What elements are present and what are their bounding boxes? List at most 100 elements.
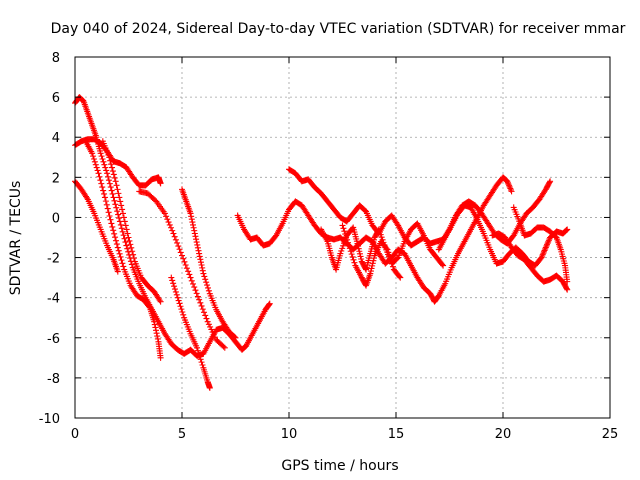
data-point xyxy=(102,164,109,171)
data-point xyxy=(105,209,112,216)
data-point xyxy=(169,227,176,234)
x-axis-ticks: 0 5 10 15 20 25 xyxy=(71,57,618,442)
data-point xyxy=(377,231,384,238)
data-point xyxy=(538,254,545,261)
data-point xyxy=(370,257,377,264)
data-point xyxy=(207,323,214,330)
data-point xyxy=(131,255,138,262)
data-point xyxy=(181,258,188,265)
data-point xyxy=(508,188,515,195)
data-point xyxy=(156,297,163,304)
data-point xyxy=(113,182,120,189)
data-point xyxy=(188,213,195,220)
data-point xyxy=(94,167,101,174)
data-point xyxy=(376,229,383,236)
data-point xyxy=(183,265,190,272)
data-point xyxy=(354,240,361,247)
data-point xyxy=(117,221,124,228)
data-point xyxy=(124,245,131,252)
plot-border xyxy=(74,56,611,419)
data-point xyxy=(122,222,129,229)
data-point xyxy=(119,210,126,217)
data-point xyxy=(92,161,99,168)
data-point xyxy=(196,253,203,260)
data-point xyxy=(193,290,200,297)
y-tick-label: -10 xyxy=(39,412,60,427)
data-point xyxy=(197,356,204,363)
data-point xyxy=(165,219,172,226)
plot-frame xyxy=(74,56,611,419)
data-point xyxy=(193,236,200,243)
data-point xyxy=(562,227,569,234)
data-point xyxy=(196,250,203,257)
data-point xyxy=(179,252,185,259)
x-tick-label: 10 xyxy=(281,427,298,442)
data-point xyxy=(193,344,200,351)
data-point xyxy=(266,301,273,308)
data-point xyxy=(113,204,120,211)
data-point xyxy=(346,245,353,252)
data-point xyxy=(358,255,365,262)
data-point xyxy=(171,286,178,293)
data-point xyxy=(177,249,184,256)
data-point xyxy=(145,303,152,310)
data-point xyxy=(106,213,113,220)
data-point xyxy=(394,221,401,228)
data-point xyxy=(114,186,121,193)
data-point xyxy=(163,213,170,220)
data-point xyxy=(175,297,182,304)
data-point xyxy=(118,202,125,209)
data-point xyxy=(195,350,202,357)
data-point xyxy=(543,243,550,250)
data-point xyxy=(201,309,208,316)
data-point xyxy=(397,274,404,281)
data-point xyxy=(338,247,345,254)
data-point xyxy=(172,288,179,295)
data-point xyxy=(369,260,376,267)
data-point xyxy=(190,221,197,228)
data-point xyxy=(104,170,111,177)
data-point xyxy=(539,251,546,258)
data-point xyxy=(196,296,203,303)
data-point xyxy=(349,253,356,260)
data-point xyxy=(126,237,133,244)
data-point xyxy=(201,273,208,280)
data-point xyxy=(540,248,547,255)
data-point xyxy=(124,230,131,237)
data-point xyxy=(369,262,376,269)
data-point xyxy=(340,242,347,249)
data-point xyxy=(507,185,514,192)
data-point xyxy=(187,210,194,217)
data-point xyxy=(341,240,348,247)
data-point xyxy=(198,262,205,269)
data-point xyxy=(356,248,363,255)
y-tick-label: 4 xyxy=(52,131,60,146)
data-point xyxy=(539,253,546,260)
series-track-2 xyxy=(72,136,164,189)
data-point xyxy=(111,174,118,181)
y-tick-label: -8 xyxy=(47,372,60,387)
data-point xyxy=(337,250,344,257)
data-point xyxy=(175,243,182,250)
data-point xyxy=(98,153,105,160)
data-point xyxy=(345,239,352,246)
series-track-5 xyxy=(72,178,121,275)
data-point xyxy=(188,277,195,284)
data-point xyxy=(440,262,447,269)
data-point xyxy=(106,180,113,187)
data-point xyxy=(355,243,362,250)
data-point xyxy=(114,208,121,215)
data-point xyxy=(112,201,119,208)
data-point xyxy=(170,230,177,237)
data-point xyxy=(127,241,134,248)
data-point xyxy=(378,234,385,241)
x-tick-label: 25 xyxy=(602,427,619,442)
series-track-8 xyxy=(168,274,213,391)
data-point xyxy=(204,318,211,325)
data-point xyxy=(204,282,211,289)
data-point xyxy=(564,286,571,293)
data-point xyxy=(119,228,126,235)
data-point xyxy=(191,230,198,237)
y-axis-ticks: -10 -8 -6 -4 -2 0 2 4 6 8 xyxy=(39,51,610,427)
